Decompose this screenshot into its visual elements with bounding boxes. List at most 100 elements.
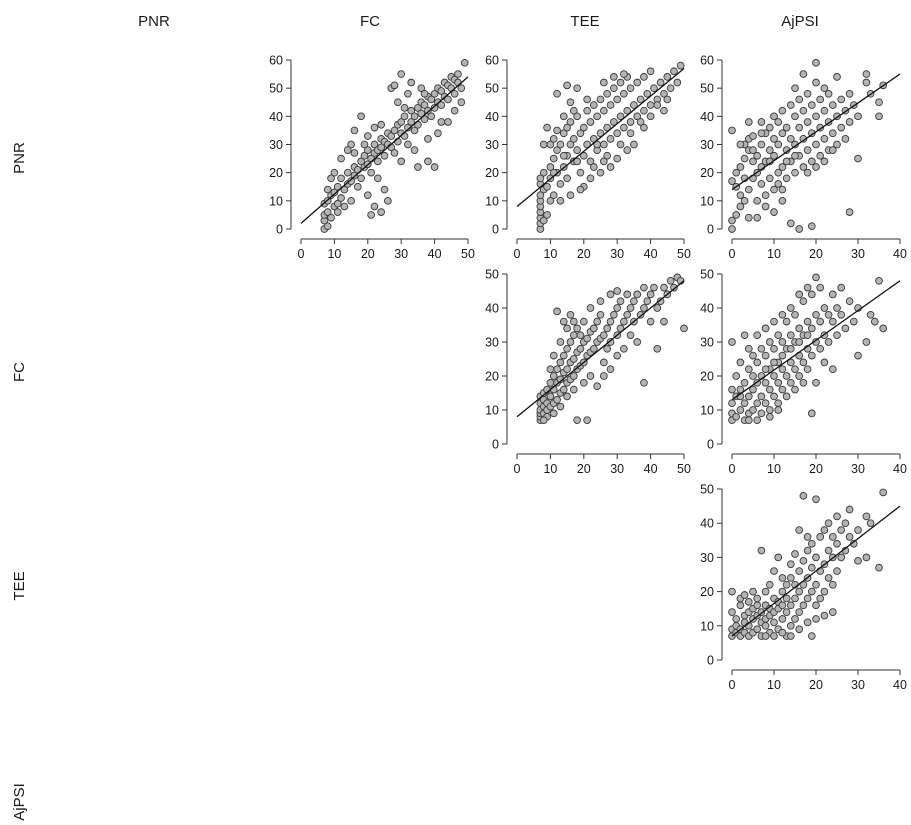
- data-point: [430, 104, 439, 112]
- data-point: [812, 495, 820, 504]
- data-point: [636, 95, 645, 104]
- data-point: [653, 344, 662, 353]
- x-tick-label: 40: [428, 247, 442, 261]
- data-point: [854, 154, 862, 163]
- data-point: [778, 574, 787, 582]
- data-point: [770, 632, 778, 640]
- data-point: [870, 317, 879, 326]
- data-point: [573, 84, 581, 93]
- data-point: [559, 317, 568, 326]
- data-point: [744, 365, 753, 374]
- data-point: [753, 358, 762, 367]
- data-point: [606, 163, 615, 171]
- data-point: [786, 621, 795, 630]
- data-point: [454, 70, 462, 78]
- data-point: [778, 628, 787, 637]
- data-point: [803, 331, 812, 340]
- data-point: [347, 140, 355, 149]
- data-point: [417, 109, 426, 118]
- data-point: [770, 151, 778, 160]
- data-point: [837, 310, 846, 319]
- data-point: [583, 106, 591, 115]
- data-point: [854, 556, 862, 565]
- data-point: [875, 98, 883, 107]
- data-point: [728, 177, 736, 185]
- data-point: [566, 338, 575, 346]
- data-point: [732, 372, 741, 380]
- data-point: [340, 202, 349, 211]
- data-point: [728, 338, 736, 346]
- data-point: [610, 84, 618, 93]
- data-point: [599, 106, 608, 115]
- data-point: [407, 118, 416, 126]
- data-point: [323, 185, 332, 194]
- data-point: [807, 290, 816, 299]
- data-point: [820, 611, 829, 620]
- y-tick-label: 20: [700, 370, 714, 384]
- data-point: [778, 365, 787, 374]
- data-point: [337, 154, 345, 163]
- data-point: [736, 406, 745, 414]
- data-point: [778, 129, 787, 138]
- data-point: [828, 129, 837, 138]
- data-point: [589, 324, 598, 333]
- data-point: [380, 185, 389, 194]
- data-point: [363, 191, 372, 200]
- data-point: [589, 344, 598, 353]
- data-point: [400, 104, 409, 112]
- data-point: [569, 135, 578, 143]
- data-point: [583, 95, 591, 104]
- data-point: [828, 317, 837, 326]
- data-point: [394, 98, 402, 107]
- data-point: [367, 168, 375, 177]
- data-point: [791, 615, 799, 623]
- y-tick-label: 30: [485, 138, 499, 152]
- data-point: [573, 324, 581, 333]
- data-point: [323, 208, 332, 216]
- y-tick-label: 40: [700, 302, 714, 316]
- data-point: [761, 399, 770, 408]
- data-point: [854, 112, 862, 121]
- data-point: [833, 567, 841, 575]
- data-point: [613, 129, 622, 138]
- data-point: [327, 174, 335, 183]
- data-point: [666, 84, 675, 93]
- data-point: [770, 135, 778, 143]
- data-point: [333, 208, 342, 216]
- data-point: [357, 174, 365, 183]
- data-point: [623, 310, 632, 319]
- y-tick-label: 40: [485, 302, 499, 316]
- data-point: [732, 168, 741, 177]
- data-point: [770, 208, 778, 216]
- data-point: [593, 382, 602, 391]
- data-point: [410, 112, 419, 121]
- y-tick-label: 30: [700, 138, 714, 152]
- data-point: [824, 89, 833, 98]
- data-point: [606, 365, 615, 374]
- column-label-pnr: PNR: [138, 13, 170, 30]
- data-point: [841, 519, 850, 528]
- panel-fc-vs-ajpsi: 0 10 20 30 40 50 0 10 20 30 40: [700, 268, 907, 477]
- data-point: [757, 140, 766, 149]
- data-point: [765, 146, 774, 154]
- data-point: [450, 89, 459, 98]
- data-point: [360, 151, 369, 160]
- data-point: [397, 70, 406, 78]
- data-point: [791, 550, 799, 558]
- y-tick-label: 20: [485, 166, 499, 180]
- regression-line: [516, 67, 685, 207]
- data-point: [680, 324, 688, 333]
- data-point: [363, 132, 372, 140]
- data-point: [736, 140, 745, 149]
- y-tick-label: 20: [485, 370, 499, 384]
- data-point: [460, 58, 469, 67]
- data-point: [799, 556, 808, 565]
- data-point: [643, 89, 652, 98]
- data-point: [778, 587, 787, 596]
- data-point: [569, 355, 578, 363]
- data-point: [407, 78, 416, 87]
- data-point: [670, 67, 678, 76]
- data-point: [862, 70, 871, 78]
- data-point: [816, 344, 825, 353]
- data-point: [757, 546, 766, 555]
